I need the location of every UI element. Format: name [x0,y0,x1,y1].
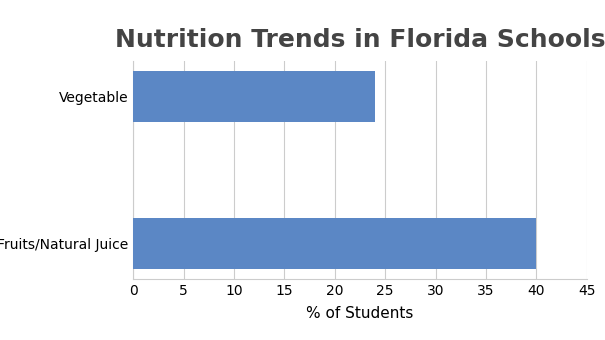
Bar [133,71,375,122]
Bar [133,218,537,269]
X-axis label: % of Students: % of Students [306,306,414,321]
Title: Nutrition Trends in Florida Schools: Nutrition Trends in Florida Schools [115,28,605,52]
